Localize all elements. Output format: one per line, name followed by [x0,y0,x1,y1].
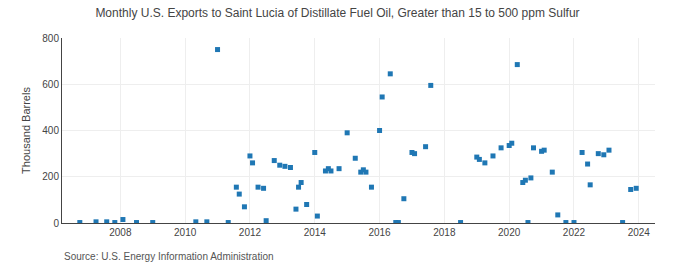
svg-text:0: 0 [53,218,59,229]
svg-text:2012: 2012 [239,227,262,238]
svg-text:Thousand Barrels: Thousand Barrels [20,87,32,174]
svg-text:2016: 2016 [368,227,391,238]
svg-text:800: 800 [42,33,59,44]
svg-text:200: 200 [42,171,59,182]
svg-text:2010: 2010 [174,227,197,238]
svg-text:2018: 2018 [433,227,456,238]
svg-text:2008: 2008 [109,227,132,238]
svg-text:2022: 2022 [563,227,586,238]
svg-text:600: 600 [42,79,59,90]
svg-text:2024: 2024 [628,227,651,238]
svg-text:Monthly U.S. Exports to Saint: Monthly U.S. Exports to Saint Lucia of D… [95,6,579,20]
svg-text:Source: U.S. Energy Informatio: Source: U.S. Energy Information Administ… [64,251,274,262]
svg-text:2020: 2020 [498,227,521,238]
svg-text:2014: 2014 [304,227,327,238]
svg-text:400: 400 [42,125,59,136]
